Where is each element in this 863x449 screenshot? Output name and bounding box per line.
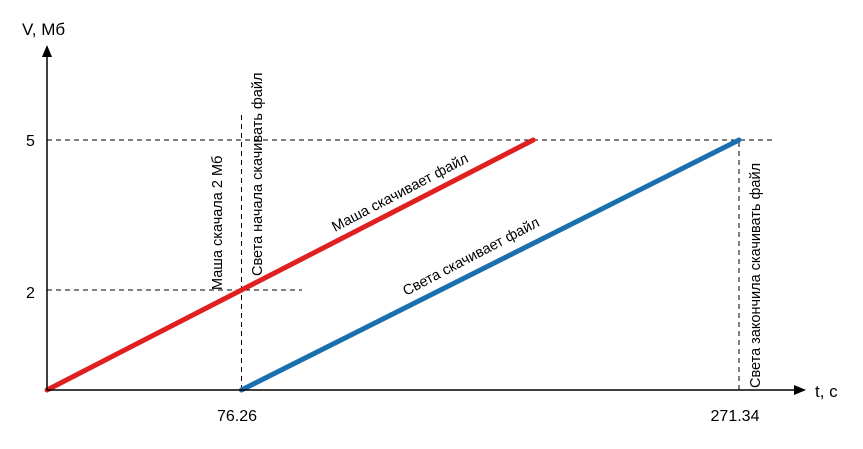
y-axis-arrow: [42, 45, 52, 57]
sveta-download-line: [238, 137, 742, 393]
masha-download-line: [44, 137, 536, 393]
sveta-start-label: Света начала скачивать файл: [250, 73, 266, 276]
masha-2mb-label: Маша скачала 2 Мб: [210, 156, 226, 290]
y-tick-label-5: 5: [26, 133, 35, 150]
y-tick-label-2: 2: [26, 285, 35, 302]
sveta-end-label: Света закончила скачивать файл: [748, 163, 764, 388]
y-axis-title: V, Мб: [22, 20, 65, 39]
series-lines: [44, 137, 742, 393]
masha-line-label: Маша скачивает файл: [329, 151, 471, 236]
x-axis-arrow: [794, 385, 806, 395]
x-tick-label-271: 271.34: [711, 408, 760, 425]
sveta-line-label: Света скачивает файл: [400, 215, 542, 300]
guide-lines: [47, 112, 774, 390]
x-tick-label-76: 76.26: [217, 408, 257, 425]
x-axis-title: t, с: [815, 382, 838, 401]
